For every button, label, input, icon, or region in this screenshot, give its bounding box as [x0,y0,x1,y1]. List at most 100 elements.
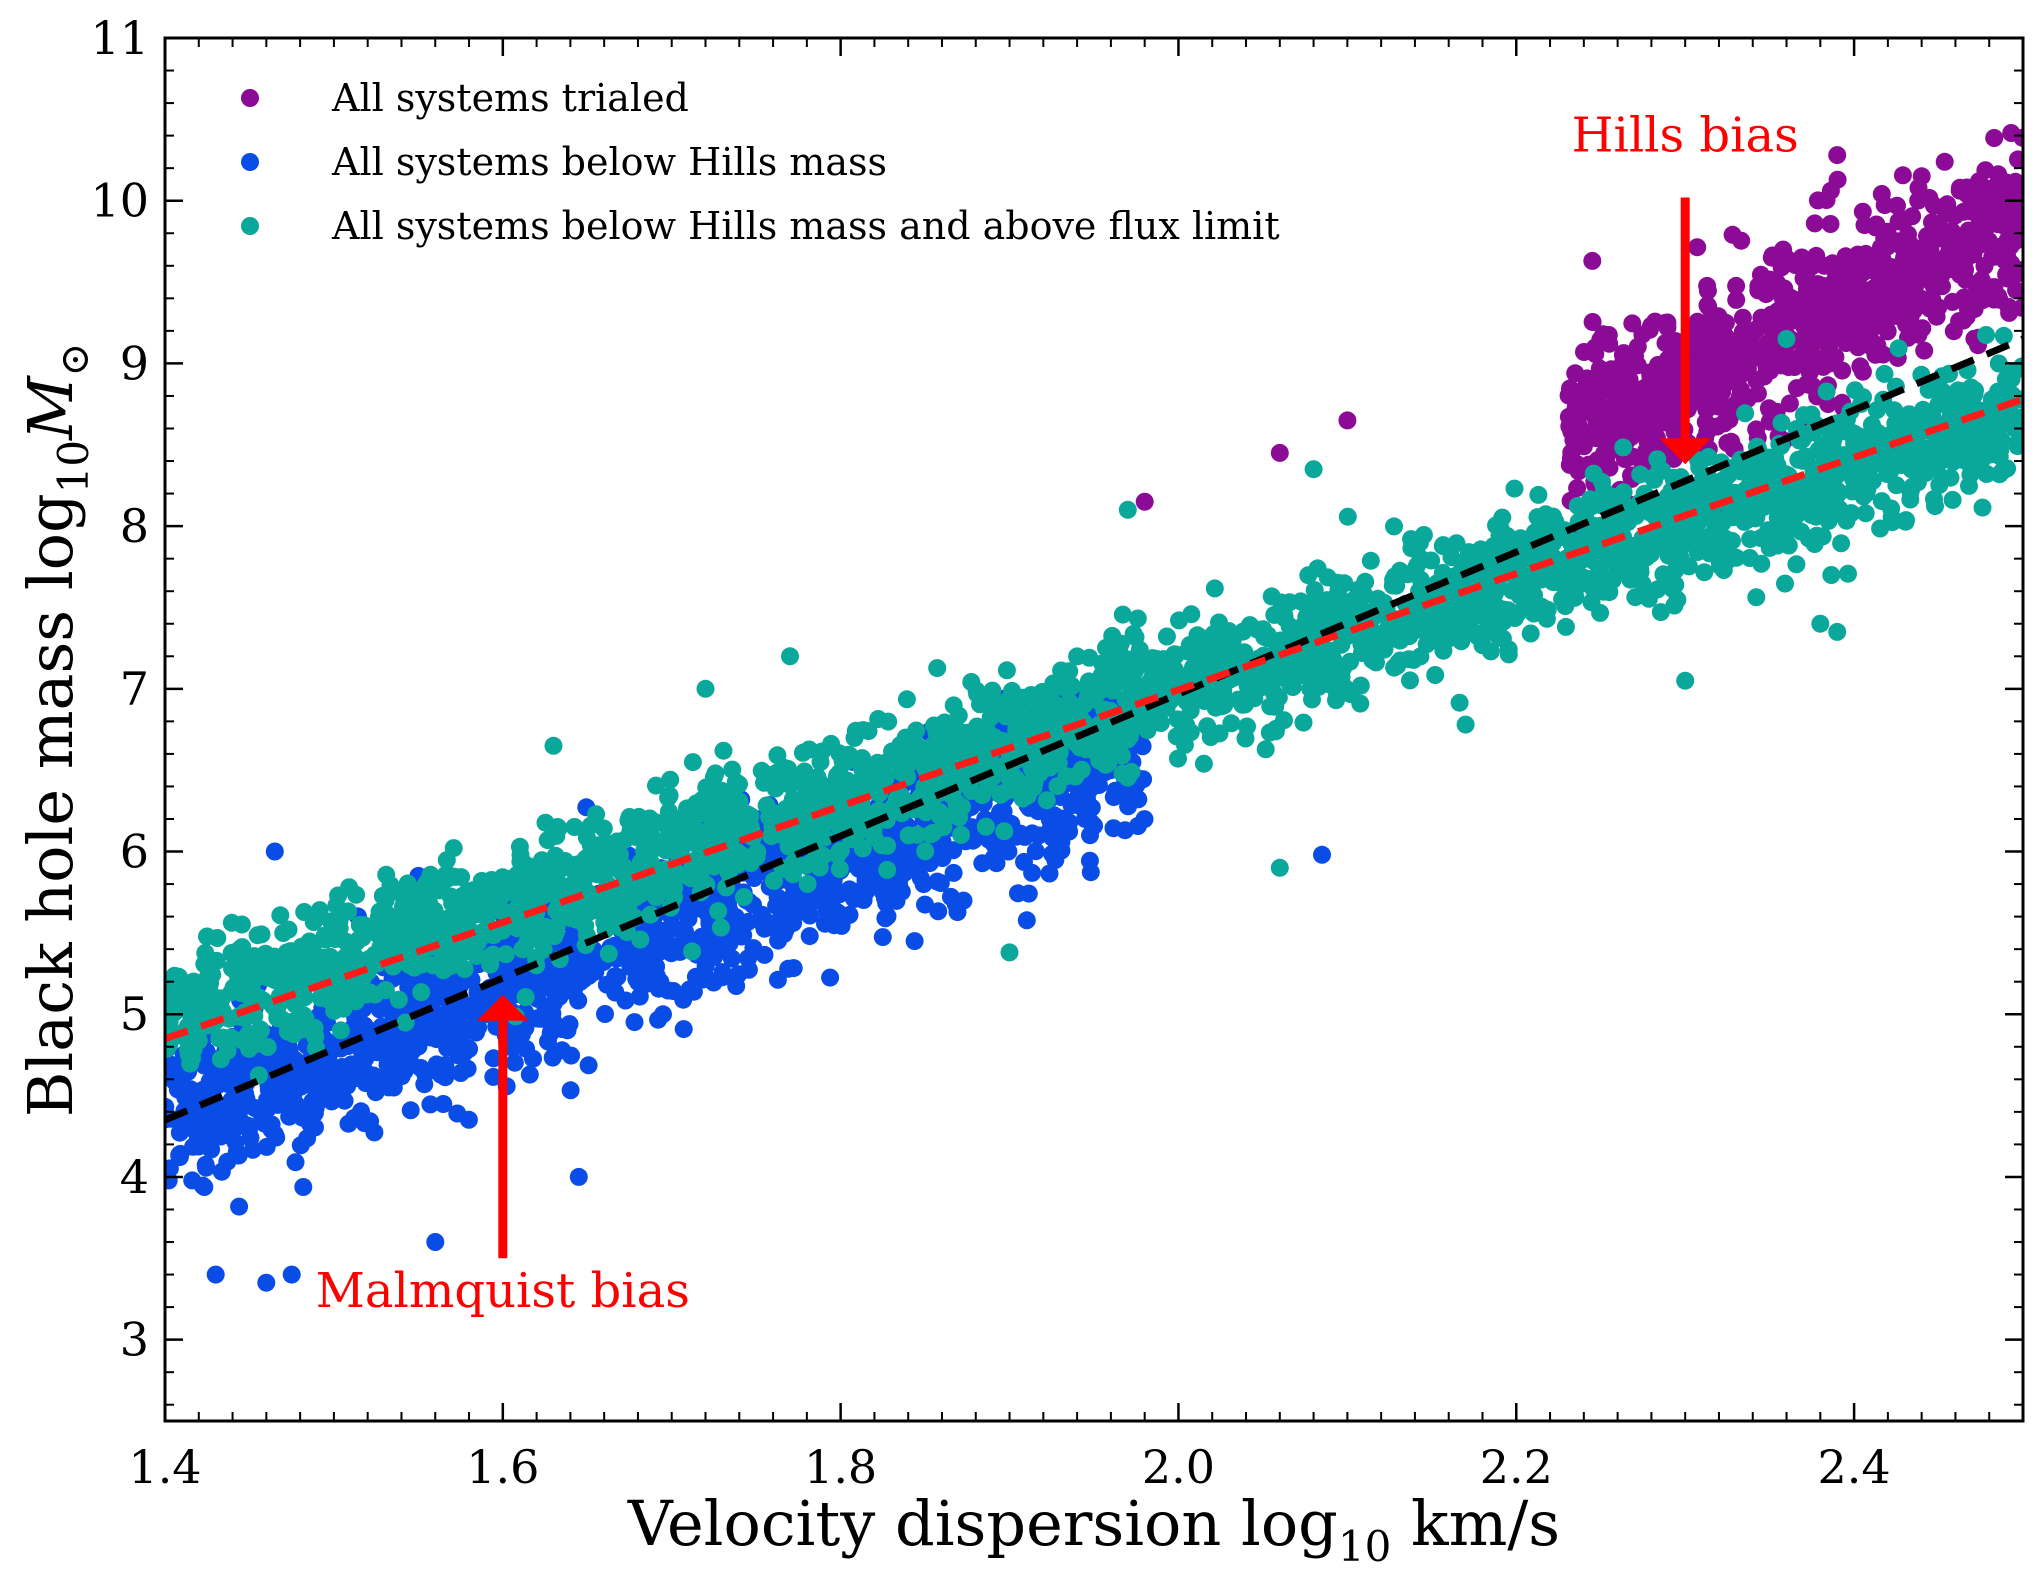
series-3-point [1905,415,1923,434]
series-2-point [422,1028,441,1047]
series-3-point [1110,644,1129,662]
series-3-point [1754,491,1773,510]
series-3-point [483,881,502,900]
series-3-point [2010,408,2023,427]
series-3-point [1391,651,1410,670]
series-3-point [437,851,456,870]
series-3-point [1433,537,1452,556]
series-2-point [339,1114,358,1133]
series-3-point [1113,605,1132,624]
series-2-point [1043,828,1062,847]
series-3-point [683,753,702,772]
series-3-point [1979,403,1998,421]
series-1-point [1713,382,1732,401]
series-3-point [1447,534,1466,553]
series-1-point [2009,150,2023,169]
series-2-point [854,891,873,909]
series-2-point [991,803,1009,822]
series-1-point [1876,317,1895,336]
series-3-point [1929,395,1948,414]
series-1-point [1821,215,1840,233]
series-3-point [962,673,981,691]
series-3-point [1030,697,1049,716]
series-3-point [165,982,176,1001]
series-1-point [1789,303,1808,322]
series-1-point [1637,377,1656,396]
series-3-point [222,913,241,932]
series-3-point [626,888,645,907]
series-2-point [365,1123,384,1142]
series-3-point [1029,715,1047,733]
series-2-point [352,1102,370,1121]
series-1-point [1997,265,2016,284]
series-3-point [661,770,680,789]
series-3-point [641,819,660,838]
series-3-point [1033,683,1052,701]
series-3-point [1047,696,1066,715]
series-3-point [1977,326,1995,344]
series-1-point [1722,432,1741,451]
series-1-point [1832,325,1851,344]
series-2-point [421,1095,440,1114]
series-2-point [364,1066,383,1085]
series-3-point [1076,740,1095,759]
series-3-point [1817,382,1836,401]
series-3-point [587,805,606,824]
series-3-point [1490,526,1509,545]
series-3-point [1131,682,1150,701]
series-3-point [834,778,853,796]
series-2-point [165,1059,183,1078]
series-3-point [1740,549,1759,567]
series-3-point [1807,507,1825,526]
series-3-point [224,978,243,997]
series-1-point [1814,357,1833,376]
series-3-point [1631,465,1650,484]
series-1-point [2007,281,2023,300]
series-2-point [193,1176,212,1195]
series-2-point [411,1059,430,1077]
series-2-point [539,1032,557,1051]
series-3-point [351,975,370,994]
series-1-point [1963,228,1982,247]
series-3-point [595,913,614,932]
series-3-point [258,1038,277,1056]
series-3-point [1385,517,1403,536]
series-3-point [1922,456,1941,475]
series-3-point [1896,512,1915,531]
series-3-point [1103,626,1122,645]
series-3-point [1169,749,1187,768]
series-3-point [211,1050,230,1069]
series-3-point [891,735,910,754]
series-2-point [1017,911,1036,930]
series-3-point [1525,586,1543,605]
series-1-point [1592,369,1611,388]
series-2-point [734,926,753,945]
series-1-point [1794,269,1813,288]
series-2-point [286,1153,305,1172]
series-3-point [1020,774,1039,793]
series-1-point [1914,261,1933,280]
series-3-point [1198,717,1217,736]
series-1-point [1135,492,1154,511]
series-2-point [170,1148,189,1167]
series-3-point [399,920,418,939]
series-3-point [854,772,873,791]
series-2-point [704,973,723,992]
series-3-point [421,865,440,884]
series-1-point [1862,319,1881,338]
series-2-point [634,958,653,977]
series-3-point [1614,438,1633,457]
series-2-point [729,965,748,984]
series-3-point [1674,492,1693,511]
series-3-point [1486,579,1505,598]
series-3-point [1948,409,1967,428]
series-3-point [1747,588,1766,607]
series-2-point [335,1091,354,1110]
series-1-point [1270,443,1289,462]
series-3-point [830,744,849,763]
series-2-point [679,909,698,928]
series-3-point [1126,661,1144,680]
series-1-point [1733,308,1752,327]
series-3-point [1441,606,1459,625]
series-2-point [348,1007,366,1026]
